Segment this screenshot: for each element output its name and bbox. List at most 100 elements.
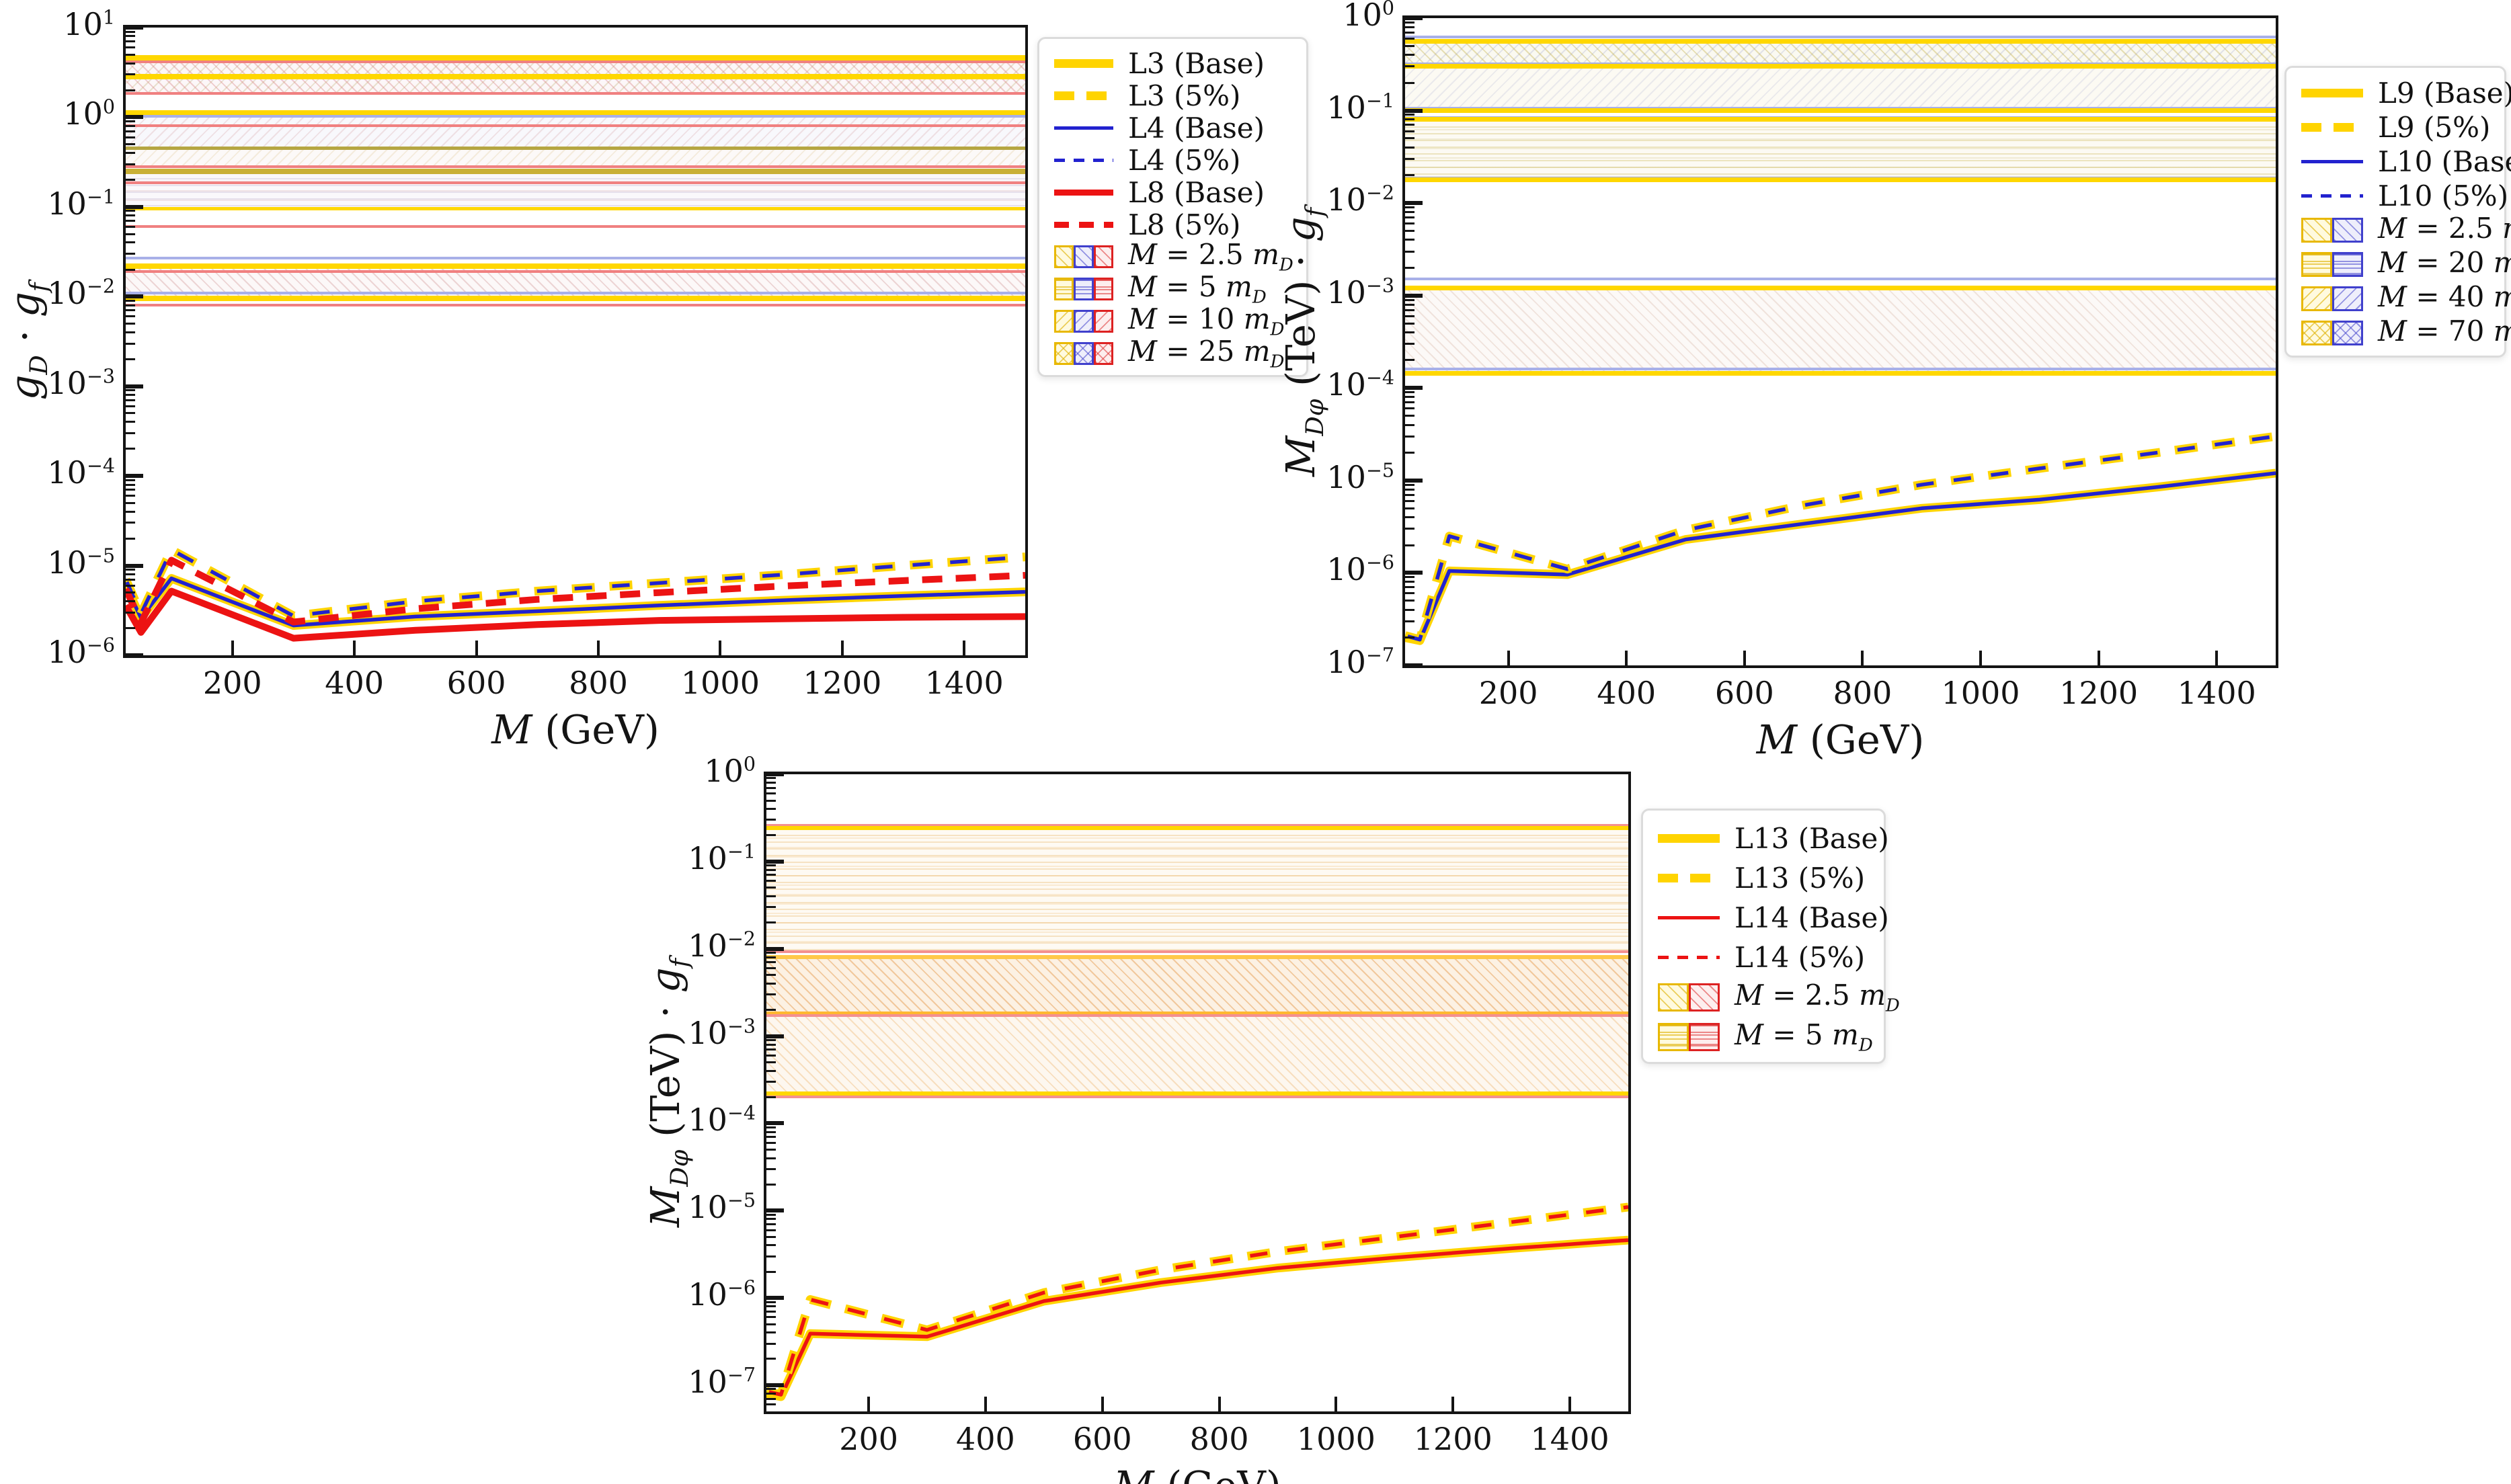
legend-label: L8 (5%) bbox=[1128, 208, 1241, 241]
y-minor-tick bbox=[1405, 81, 1414, 84]
legend-line bbox=[1054, 221, 1113, 228]
y-minor-tick bbox=[126, 412, 135, 415]
x-major-tick bbox=[231, 641, 234, 655]
legend-patch bbox=[1054, 310, 1113, 333]
y-minor-tick bbox=[766, 1167, 776, 1170]
exclusion-line bbox=[126, 114, 1025, 118]
x-tick-label: 1200 bbox=[803, 665, 882, 701]
y-minor-tick bbox=[766, 1358, 776, 1360]
legend-label: L9 (Base) bbox=[2378, 77, 2511, 110]
y-major-tick bbox=[126, 204, 143, 209]
y-minor-tick bbox=[766, 1301, 776, 1303]
y-minor-tick bbox=[1405, 130, 1414, 132]
y-minor-tick bbox=[766, 1316, 776, 1319]
y-minor-tick bbox=[1405, 423, 1414, 426]
legend-patch-sample bbox=[1054, 310, 1113, 333]
y-minor-tick bbox=[766, 967, 776, 970]
legend-entry: L9 (5%) bbox=[2286, 110, 2504, 145]
legend-label: L3 (5%) bbox=[1128, 79, 1241, 112]
exclusion-line bbox=[126, 124, 1025, 128]
x-tick-label: 800 bbox=[1189, 1421, 1249, 1457]
x-major-tick bbox=[867, 1397, 871, 1411]
y-major-tick bbox=[126, 115, 143, 120]
y-tick-label: 10−5 bbox=[47, 544, 115, 581]
exclusion-line bbox=[1405, 106, 2276, 110]
legend-patch-seg bbox=[2301, 252, 2332, 277]
legend-patch bbox=[1658, 1022, 1720, 1051]
y-minor-tick bbox=[1405, 451, 1414, 454]
y-minor-tick bbox=[126, 537, 135, 540]
y-major-tick bbox=[126, 294, 143, 299]
exclusion-line bbox=[126, 304, 1025, 307]
y-minor-tick bbox=[126, 431, 135, 434]
y-minor-tick bbox=[126, 627, 135, 630]
x-major-tick bbox=[1625, 651, 1628, 665]
legend-line-sample bbox=[2301, 123, 2363, 132]
legend-line-sample bbox=[1658, 834, 1720, 843]
legend-entry: M = 5 mD bbox=[1643, 1017, 1884, 1057]
x-axis-label: M (GeV) bbox=[1756, 716, 1925, 763]
y-minor-tick bbox=[126, 124, 135, 127]
legend-label: L13 (Base) bbox=[1735, 822, 1889, 855]
x-major-tick bbox=[1451, 1397, 1455, 1411]
y-minor-tick bbox=[766, 1235, 776, 1238]
y-tick-label: 100 bbox=[1343, 0, 1394, 33]
legend-line bbox=[1054, 126, 1113, 130]
y-minor-tick bbox=[1405, 507, 1414, 509]
y-minor-tick bbox=[1405, 298, 1414, 301]
y-minor-tick bbox=[766, 1270, 776, 1273]
y-major-tick bbox=[1405, 108, 1423, 113]
y-minor-tick bbox=[1405, 493, 1414, 496]
exclusion-band-h bbox=[126, 171, 1025, 209]
x-major-tick bbox=[984, 1397, 987, 1411]
y-major-tick bbox=[766, 946, 784, 951]
y-tick-label: 10−7 bbox=[688, 1364, 756, 1401]
y-minor-tick bbox=[766, 1323, 776, 1325]
x-tick-label: 1000 bbox=[680, 665, 760, 701]
legend-patch-sample bbox=[1658, 983, 1720, 1012]
legend-line-sample bbox=[1054, 126, 1113, 130]
x-tick-label: 1400 bbox=[2177, 675, 2256, 711]
x-tick-label: 1400 bbox=[924, 665, 1004, 701]
y-minor-tick bbox=[126, 143, 135, 146]
series-l8-5--layer0 bbox=[126, 556, 1025, 626]
y-major-tick bbox=[1405, 386, 1423, 390]
exclusion-line bbox=[126, 60, 1025, 63]
y-tick-label: 10−3 bbox=[1326, 274, 1394, 311]
legend-entry: M = 10 mD bbox=[1039, 302, 1306, 340]
y-minor-tick bbox=[766, 1305, 776, 1308]
y-minor-tick bbox=[1405, 322, 1414, 325]
y-axis-label: MDφ (TeV) · gf bbox=[642, 958, 694, 1228]
y-minor-tick bbox=[126, 600, 135, 603]
y-minor-tick bbox=[1405, 222, 1414, 225]
y-minor-tick bbox=[766, 1403, 776, 1406]
y-tick-label: 100 bbox=[63, 95, 115, 132]
y-minor-tick bbox=[766, 887, 776, 889]
legend-patch-sample bbox=[1054, 245, 1113, 268]
y-tick-label: 10−2 bbox=[47, 275, 115, 312]
legend-patch bbox=[1054, 342, 1113, 365]
y-minor-tick bbox=[766, 880, 776, 882]
y-tick-label: 10−1 bbox=[688, 839, 756, 876]
y-minor-tick bbox=[766, 1039, 776, 1042]
y-minor-tick bbox=[126, 62, 135, 65]
y-minor-tick bbox=[126, 322, 135, 325]
legend-line-sample bbox=[1054, 91, 1113, 100]
y-minor-tick bbox=[1405, 54, 1414, 56]
y-tick-label: 10−3 bbox=[47, 364, 115, 401]
legend-label: L10 (5%) bbox=[2378, 179, 2509, 212]
legend-entry: M = 40 mD bbox=[2286, 280, 2511, 316]
y-minor-tick bbox=[126, 501, 135, 504]
x-tick-label: 600 bbox=[1714, 675, 1774, 711]
legend-label: L14 (5%) bbox=[1735, 941, 1866, 974]
legend-patch-seg bbox=[1074, 278, 1094, 300]
exclusion-line bbox=[1405, 108, 2276, 114]
y-minor-tick bbox=[1405, 146, 1414, 149]
y-minor-tick bbox=[126, 53, 135, 56]
exclusion-line bbox=[126, 207, 1025, 211]
y-minor-tick bbox=[1405, 488, 1414, 491]
legend-patch-sample bbox=[2301, 321, 2363, 345]
x-tick-label: 600 bbox=[1072, 1421, 1132, 1457]
y-major-tick bbox=[126, 474, 143, 479]
